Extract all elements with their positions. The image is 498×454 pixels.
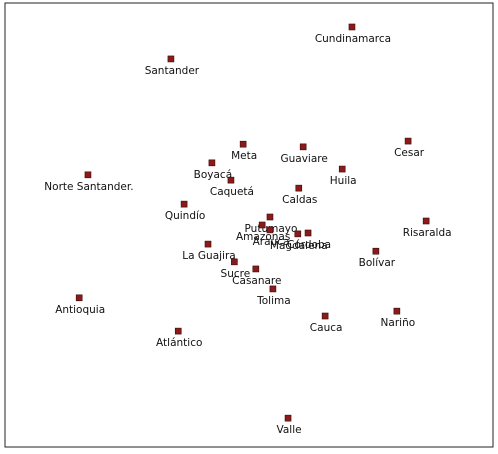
point (208, 159, 216, 167)
point (266, 213, 274, 221)
plot-frame (4, 2, 494, 448)
point (252, 265, 260, 273)
point (372, 247, 380, 255)
point (174, 327, 182, 335)
point (294, 230, 302, 238)
point (321, 312, 329, 320)
point-label: Cundinamarca (315, 33, 391, 45)
point (304, 229, 312, 237)
point-label: Tolima (256, 295, 291, 307)
point (295, 184, 303, 192)
point-label: Córdoba (287, 239, 331, 251)
point-label: Amazonas (236, 231, 290, 243)
point (393, 307, 401, 315)
point (422, 217, 430, 225)
point-label: Caldas (282, 194, 317, 206)
point (266, 226, 274, 234)
point-label: Antioquia (55, 304, 105, 316)
point-label: Caquetá (210, 186, 254, 198)
point (180, 200, 188, 208)
point-label: Huila (330, 175, 357, 187)
point (269, 285, 277, 293)
point-label: Magdalena (270, 240, 328, 252)
point (239, 140, 247, 148)
point (204, 240, 212, 248)
point-label: Norte Santander. (44, 181, 133, 193)
point (84, 171, 92, 179)
point-label: Sucre (221, 268, 251, 280)
point (75, 294, 83, 302)
point (338, 165, 346, 173)
point-label: Boyacá (194, 169, 232, 181)
point-label: Atlántico (156, 337, 202, 349)
point-label: Valle (276, 424, 301, 436)
point (299, 143, 307, 151)
point-label: La Guajira (182, 250, 235, 262)
point-label: Santander (145, 65, 200, 77)
point-label: Nariño (381, 317, 416, 329)
point-label: Cauca (310, 322, 343, 334)
point (258, 221, 266, 229)
point-label: Bolívar (359, 257, 396, 269)
point-label: Cesar (394, 147, 425, 159)
point (348, 23, 356, 31)
point-label: Meta (231, 150, 257, 162)
point (404, 137, 412, 145)
point-label: Casanare (232, 275, 281, 287)
point-label: Arauca (253, 236, 290, 248)
point-label: Guaviare (280, 153, 327, 165)
point (167, 55, 175, 63)
point-label: Quindío (165, 210, 206, 222)
point-label: Risaralda (403, 227, 452, 239)
point (231, 258, 238, 266)
point (227, 176, 235, 184)
point (284, 414, 292, 422)
